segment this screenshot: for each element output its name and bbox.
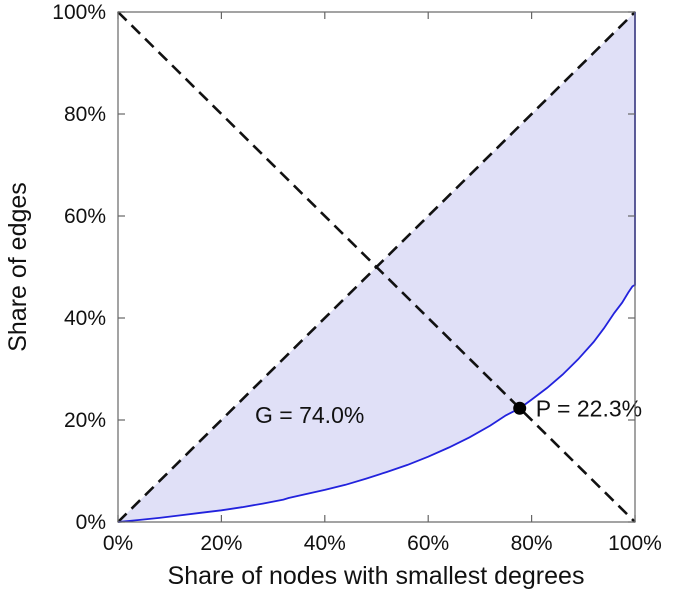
- x-tick-label: 20%: [200, 532, 242, 555]
- x-tick-label: 60%: [407, 532, 449, 555]
- y-tick-label: 80%: [64, 103, 106, 126]
- x-tick-label: 80%: [511, 532, 553, 555]
- anti-diagonal-reference-line: [117, 11, 636, 523]
- y-tick-label: 60%: [64, 205, 106, 228]
- x-axis-label: Share of nodes with smallest degrees: [168, 562, 585, 590]
- x-tick-label: 0%: [103, 532, 133, 555]
- gini-annotation: G = 74.0%: [255, 402, 364, 428]
- y-tick-label: 20%: [64, 409, 106, 432]
- y-axis-label: Share of edges: [4, 182, 32, 352]
- x-tick-label: 40%: [304, 532, 346, 555]
- axis-ticks: 0% 20% 40% 60% 80% 100% 0% 20% 40% 60% 80% 100%: [52, 1, 662, 555]
- y-tick-label: 100%: [52, 1, 106, 24]
- y-tick-label: 40%: [64, 307, 106, 330]
- plot-frame: [117, 11, 636, 523]
- y-tick-label: 0%: [76, 511, 106, 534]
- intersection-point: [513, 401, 527, 415]
- x-tick-label: 100%: [608, 532, 662, 555]
- lorenz-curve: [117, 12, 636, 523]
- p-annotation: P = 22.3%: [536, 395, 642, 421]
